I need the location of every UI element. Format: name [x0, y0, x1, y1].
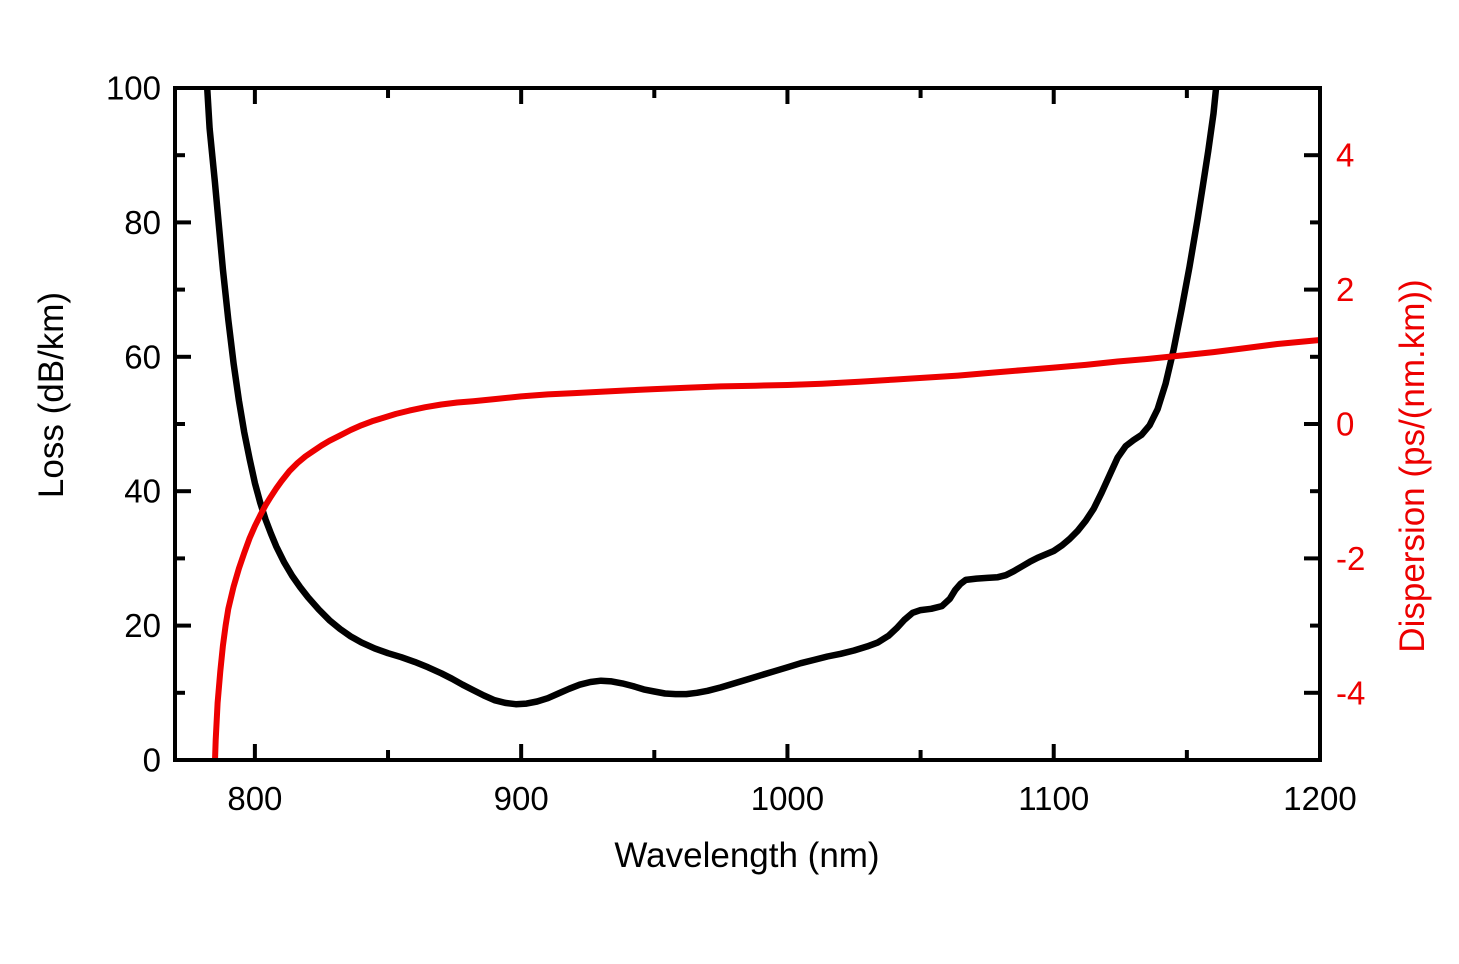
loss-curve — [203, 88, 1220, 708]
x-axis-title: Wavelength (nm) — [614, 836, 880, 875]
y-left-tick-label: 60 — [124, 338, 161, 375]
x-tick-label: 900 — [494, 780, 549, 817]
x-tick-label: 1200 — [1283, 780, 1356, 817]
y-left-tick-label: 40 — [124, 473, 161, 510]
y-axis-title-right: Dispersion (ps/(nm.km)) — [1393, 279, 1432, 653]
y-axis-title-left: Loss (dB/km) — [32, 291, 71, 499]
x-tick-label: 800 — [227, 780, 282, 817]
y-right-tick-label: 0 — [1336, 406, 1354, 443]
y-left-tick-label: 0 — [143, 742, 161, 779]
dispersion-curve — [212, 337, 1320, 760]
y-left-tick-label: 20 — [124, 607, 161, 644]
x-tick-label: 1100 — [1018, 780, 1089, 817]
y-left-tick-label: 100 — [106, 70, 161, 107]
x-tick-label: 1000 — [751, 780, 824, 817]
y-left-tick-label: 80 — [124, 204, 161, 241]
y-right-tick-label: -4 — [1336, 674, 1365, 711]
y-right-tick-label: -2 — [1336, 540, 1365, 577]
y-right-tick-label: 2 — [1336, 271, 1354, 308]
y-right-tick-label: 4 — [1336, 137, 1354, 174]
